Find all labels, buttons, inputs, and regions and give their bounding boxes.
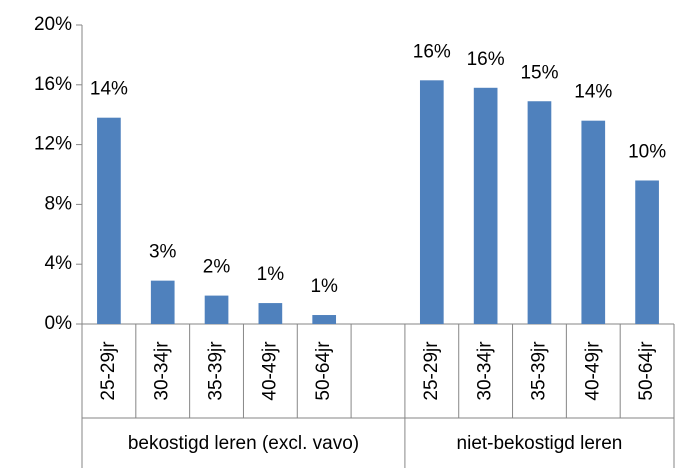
value-label: 16%	[413, 41, 451, 62]
bar	[150, 280, 175, 324]
x-tick-label: 50-64jr	[636, 341, 657, 401]
value-label: 16%	[467, 49, 505, 70]
bar	[635, 180, 659, 324]
bar	[204, 295, 229, 324]
value-label: 3%	[149, 242, 177, 263]
bar	[419, 80, 444, 324]
value-label: 14%	[574, 82, 612, 103]
value-label: 1%	[310, 276, 338, 297]
bar	[97, 117, 121, 324]
value-label: 14%	[90, 79, 128, 100]
x-tick-label: 30-34jr	[152, 341, 173, 401]
x-tick-label: 40-49jr	[582, 341, 603, 401]
value-label: 1%	[257, 264, 285, 285]
value-label: 2%	[203, 257, 231, 278]
bar	[312, 315, 337, 324]
group-label: bekostigd leren (excl. vavo)	[128, 433, 359, 454]
x-tick-label: 25-29jr	[421, 341, 442, 401]
x-tick-label: 35-39jr	[528, 341, 549, 401]
bar	[581, 120, 606, 325]
y-tick-label: 0%	[45, 313, 73, 334]
value-label: 10%	[628, 141, 666, 162]
y-tick-label: 4%	[45, 253, 73, 274]
bar	[527, 101, 552, 325]
y-tick-label: 20%	[34, 14, 72, 35]
y-tick-label: 8%	[45, 193, 73, 214]
value-label: 15%	[520, 62, 558, 83]
bar	[473, 87, 498, 324]
x-tick-label: 30-34jr	[475, 341, 496, 401]
x-tick-label: 40-49jr	[259, 341, 280, 401]
y-tick-label: 12%	[34, 134, 72, 155]
group-label: niet-bekostigd leren	[457, 433, 623, 454]
bar	[258, 303, 283, 324]
x-tick-label: 50-64jr	[313, 341, 334, 401]
x-tick-label: 35-39jr	[206, 341, 227, 401]
x-tick-label: 25-29jr	[98, 341, 119, 401]
y-tick-label: 16%	[34, 74, 72, 95]
